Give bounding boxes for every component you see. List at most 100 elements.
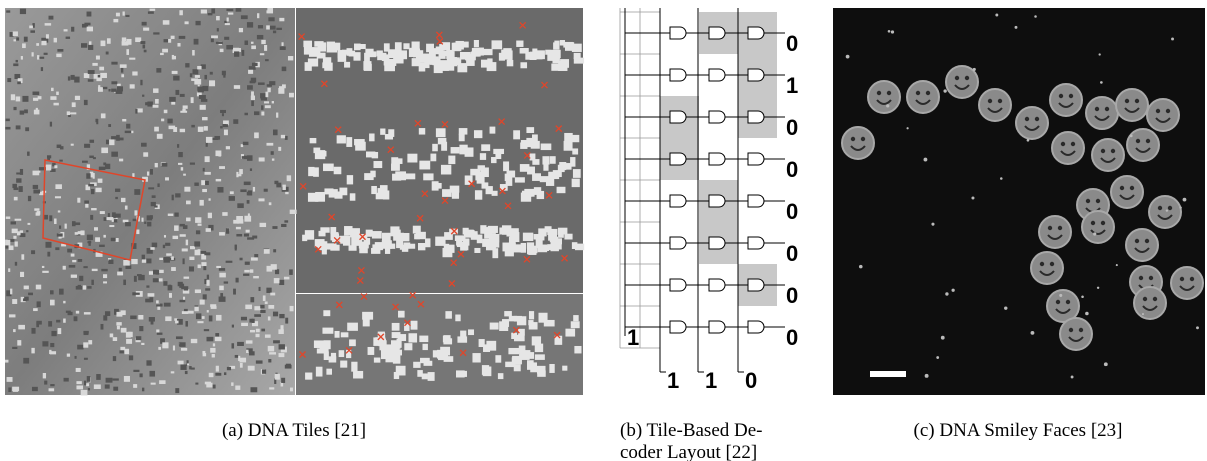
texture — [195, 20, 201, 26]
texture — [330, 352, 337, 360]
texture — [194, 75, 200, 78]
texture — [463, 230, 470, 236]
texture — [313, 340, 325, 348]
texture — [113, 219, 118, 223]
texture — [181, 248, 188, 252]
texture — [136, 108, 143, 113]
mouth — [1119, 194, 1135, 200]
marker — [345, 346, 353, 354]
texture — [413, 361, 421, 368]
texture — [254, 314, 262, 317]
texture — [148, 187, 155, 190]
texture — [20, 56, 23, 60]
texture — [263, 188, 268, 192]
texture — [322, 327, 334, 334]
texture — [216, 314, 222, 321]
speck — [845, 54, 850, 59]
texture — [270, 264, 277, 270]
texture — [59, 146, 64, 150]
texture — [74, 76, 80, 83]
texture — [486, 340, 497, 351]
texture — [440, 164, 452, 175]
texture — [85, 203, 89, 208]
texture — [59, 159, 63, 162]
texture — [72, 259, 77, 263]
texture — [70, 253, 75, 257]
smiley — [1051, 131, 1085, 165]
texture — [287, 56, 294, 61]
texture — [162, 342, 169, 349]
texture — [472, 353, 481, 363]
texture — [180, 347, 188, 351]
texture — [13, 187, 19, 191]
texture — [536, 365, 546, 374]
texture — [480, 225, 487, 234]
face — [1038, 215, 1072, 249]
texture — [347, 322, 358, 331]
output-label: 0 — [786, 115, 798, 140]
texture — [219, 272, 226, 278]
texture — [224, 23, 230, 26]
marker — [417, 300, 425, 308]
gate — [747, 320, 765, 334]
texture — [215, 41, 223, 44]
texture — [418, 243, 426, 251]
eye — [1124, 98, 1130, 104]
texture — [504, 311, 512, 317]
marker — [421, 190, 429, 198]
texture — [157, 269, 164, 274]
texture — [284, 135, 288, 140]
texture — [101, 147, 109, 154]
texture — [202, 167, 205, 172]
eye — [1167, 205, 1173, 211]
texture — [104, 384, 110, 389]
texture — [153, 32, 160, 35]
texture — [257, 25, 264, 29]
texture — [393, 371, 400, 380]
texture — [214, 135, 221, 140]
texture — [99, 211, 105, 215]
texture — [323, 310, 331, 317]
texture — [267, 87, 271, 93]
face — [1081, 210, 1115, 244]
texture — [200, 98, 208, 102]
gate — [708, 278, 726, 292]
texture — [141, 217, 144, 222]
texture — [172, 55, 177, 60]
texture — [470, 51, 481, 57]
texture — [236, 171, 239, 178]
marker — [409, 291, 417, 299]
texture — [419, 335, 429, 343]
texture — [180, 167, 184, 171]
gate — [669, 278, 687, 292]
texture — [407, 153, 418, 163]
texture — [348, 245, 357, 251]
texture — [146, 215, 153, 221]
texture — [273, 249, 277, 253]
texture — [502, 242, 514, 252]
texture — [382, 190, 390, 200]
texture — [76, 385, 84, 390]
texture — [187, 310, 194, 314]
texture — [30, 30, 35, 33]
texture — [202, 294, 207, 300]
texture — [186, 217, 191, 222]
texture — [353, 370, 364, 379]
texture — [125, 222, 131, 227]
texture — [95, 251, 103, 257]
texture — [338, 350, 345, 358]
gate — [747, 278, 765, 292]
face — [1170, 266, 1204, 300]
texture — [93, 384, 101, 389]
output-label: 0 — [786, 199, 798, 224]
texture — [13, 39, 16, 42]
texture — [116, 322, 122, 326]
texture — [165, 242, 171, 246]
smiley — [1133, 286, 1167, 320]
texture — [49, 121, 53, 127]
texture — [123, 259, 130, 266]
texture — [106, 38, 111, 44]
texture — [184, 370, 188, 375]
texture — [13, 106, 17, 111]
texture — [203, 329, 210, 332]
